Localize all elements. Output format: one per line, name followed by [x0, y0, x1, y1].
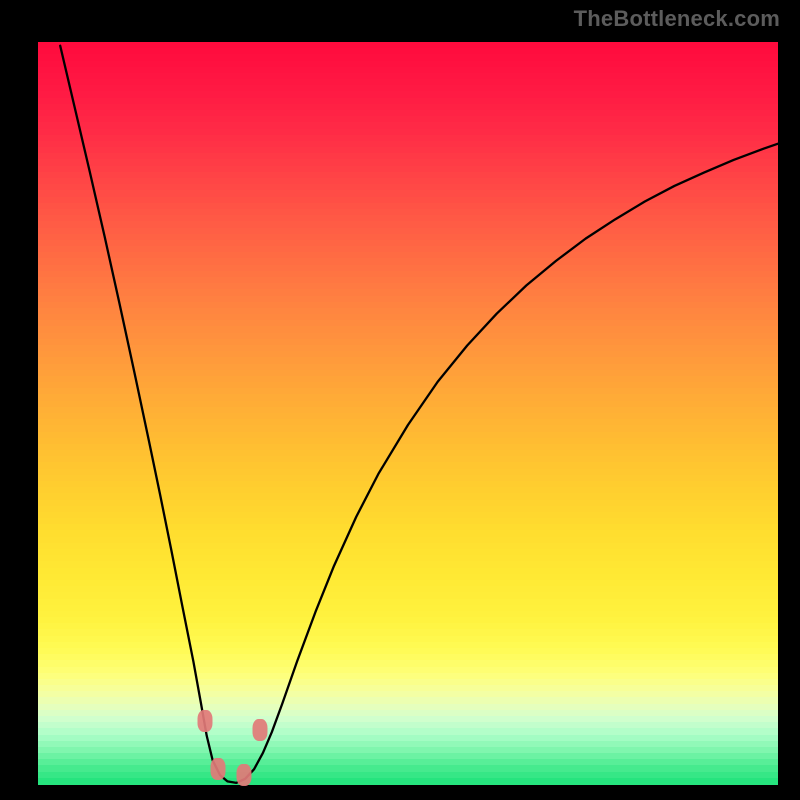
watermark-text: TheBottleneck.com [574, 6, 780, 32]
curve-marker [197, 710, 212, 732]
curve-marker [253, 719, 268, 741]
curve-marker [236, 764, 251, 786]
curve-marker [210, 758, 225, 780]
plot-area [38, 42, 778, 784]
chart-container: TheBottleneck.com [0, 0, 800, 800]
marker-layer [38, 42, 778, 784]
